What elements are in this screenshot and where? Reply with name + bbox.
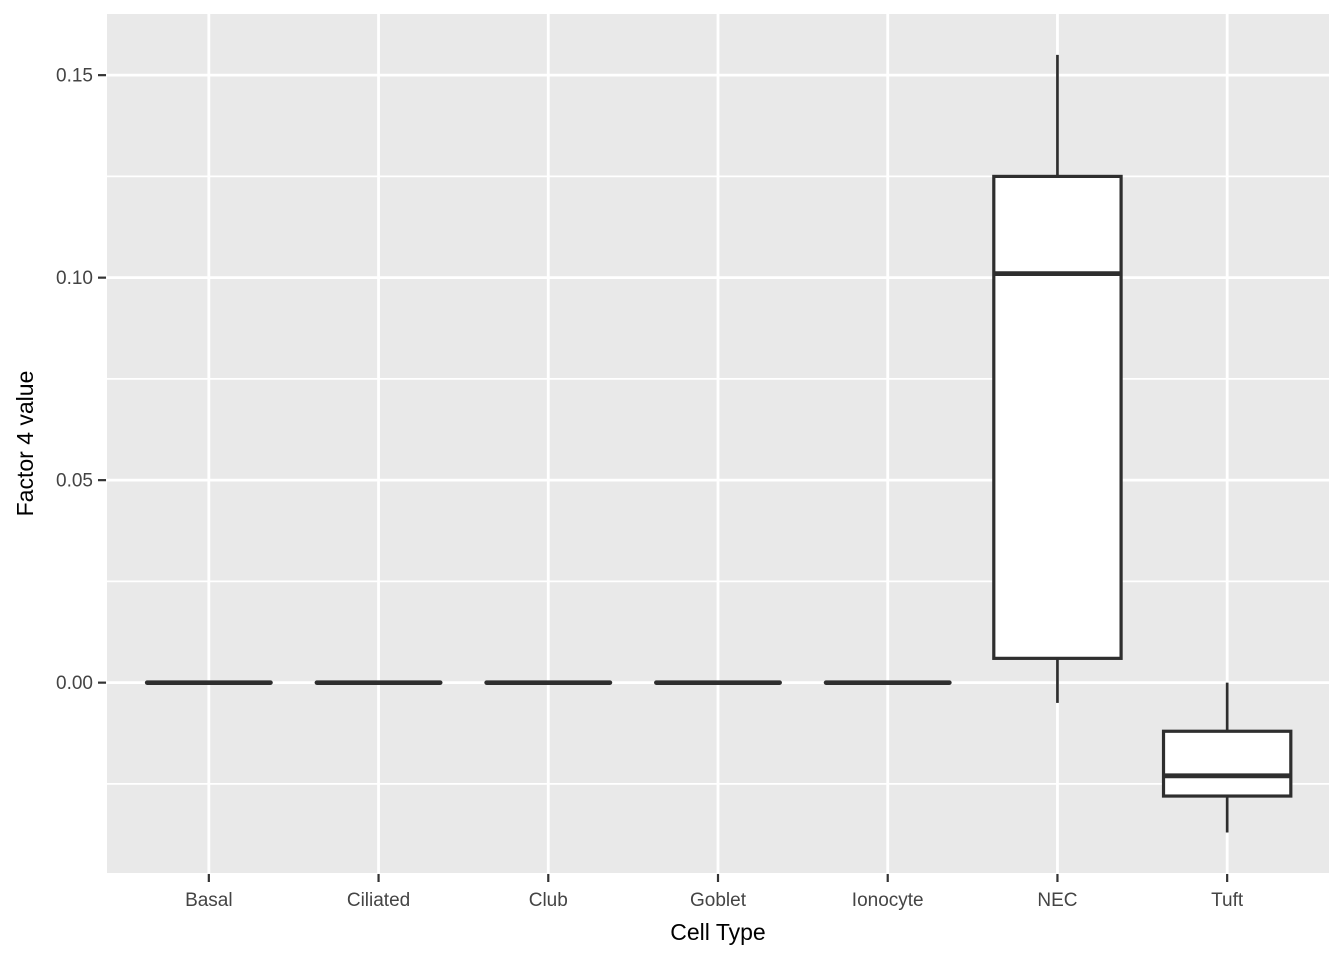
y-tick-label: 0.15 [56, 66, 93, 87]
boxplot-tuft-box [1161, 729, 1293, 798]
x-tick-label: Goblet [690, 890, 747, 911]
x-tick-label: Basal [185, 890, 233, 911]
x-tick-label: Tuft [1211, 890, 1244, 911]
y-tick-label: 0.10 [56, 268, 93, 289]
y-tick-label: 0.00 [56, 673, 93, 694]
x-tick-label: Club [529, 890, 568, 911]
x-tick-label: Ionocyte [852, 890, 924, 911]
x-tick-label: Ciliated [347, 890, 410, 911]
boxplot-nec-box [992, 174, 1123, 660]
chart-layer: 0.00 0.05 0.10 0.15 Basal Ciliated Club Goblet I… [56, 14, 1329, 911]
y-axis-title: Factor 4 value [12, 371, 38, 517]
x-axis-title: Cell Type [670, 919, 765, 945]
y-tick-label: 0.05 [56, 471, 93, 492]
x-tick-label: NEC [1037, 890, 1077, 911]
